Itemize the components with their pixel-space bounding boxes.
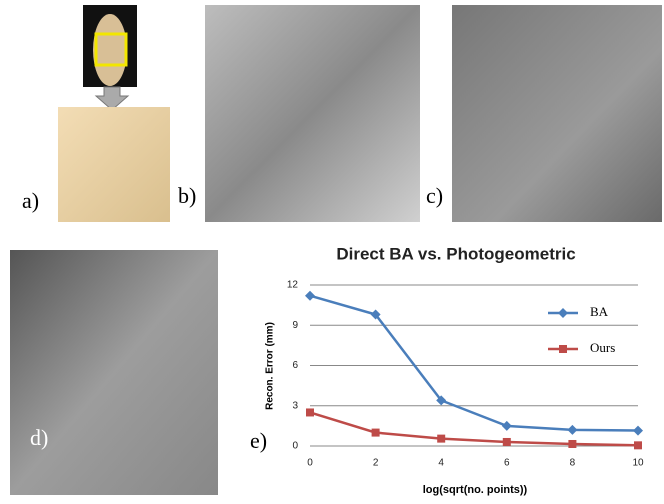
image-d <box>10 250 218 495</box>
marker <box>567 425 577 435</box>
x-tick-label: 0 <box>307 458 313 469</box>
panel-label: c) <box>426 183 443 208</box>
y-tick-label: 12 <box>287 280 299 291</box>
y-tick-label: 6 <box>292 360 298 371</box>
legend-label: BA <box>590 304 609 319</box>
y-tick-label: 0 <box>292 441 298 452</box>
marker <box>503 438 511 446</box>
panel-label: a) <box>22 188 39 213</box>
y-tick-label: 9 <box>292 320 298 331</box>
panel-label: d) <box>30 425 48 450</box>
y-tick-label: 3 <box>292 400 298 411</box>
line <box>310 296 638 431</box>
marker <box>633 426 643 436</box>
arrow <box>96 87 128 110</box>
marker <box>568 440 576 448</box>
x-tick-label: 8 <box>570 458 576 469</box>
x-tick-label: 10 <box>632 458 644 469</box>
x-tick-label: 2 <box>373 458 379 469</box>
chart-title: Direct BA vs. Photogeometric <box>336 244 575 263</box>
marker <box>558 308 568 318</box>
x-axis-label: log(sqrt(no. points)) <box>423 484 528 496</box>
panel-label: b) <box>178 183 196 208</box>
x-tick-label: 4 <box>438 458 444 469</box>
legend-label: Ours <box>590 340 615 355</box>
marker <box>437 435 445 443</box>
marker <box>634 441 642 449</box>
marker <box>305 291 315 301</box>
x-tick-label: 6 <box>504 458 510 469</box>
y-axis-label: Recon. Error (mm) <box>265 322 276 410</box>
marker <box>502 421 512 431</box>
marker <box>372 429 380 437</box>
marker <box>306 408 314 416</box>
image-a <box>58 107 170 222</box>
image-c <box>452 5 662 222</box>
marker <box>559 345 567 353</box>
figure: a) b) c) d) e) Direct BA vs. Photogeomet… <box>0 0 664 504</box>
figurine <box>93 14 127 86</box>
panel-label: e) <box>250 428 267 453</box>
image-b <box>205 5 420 222</box>
